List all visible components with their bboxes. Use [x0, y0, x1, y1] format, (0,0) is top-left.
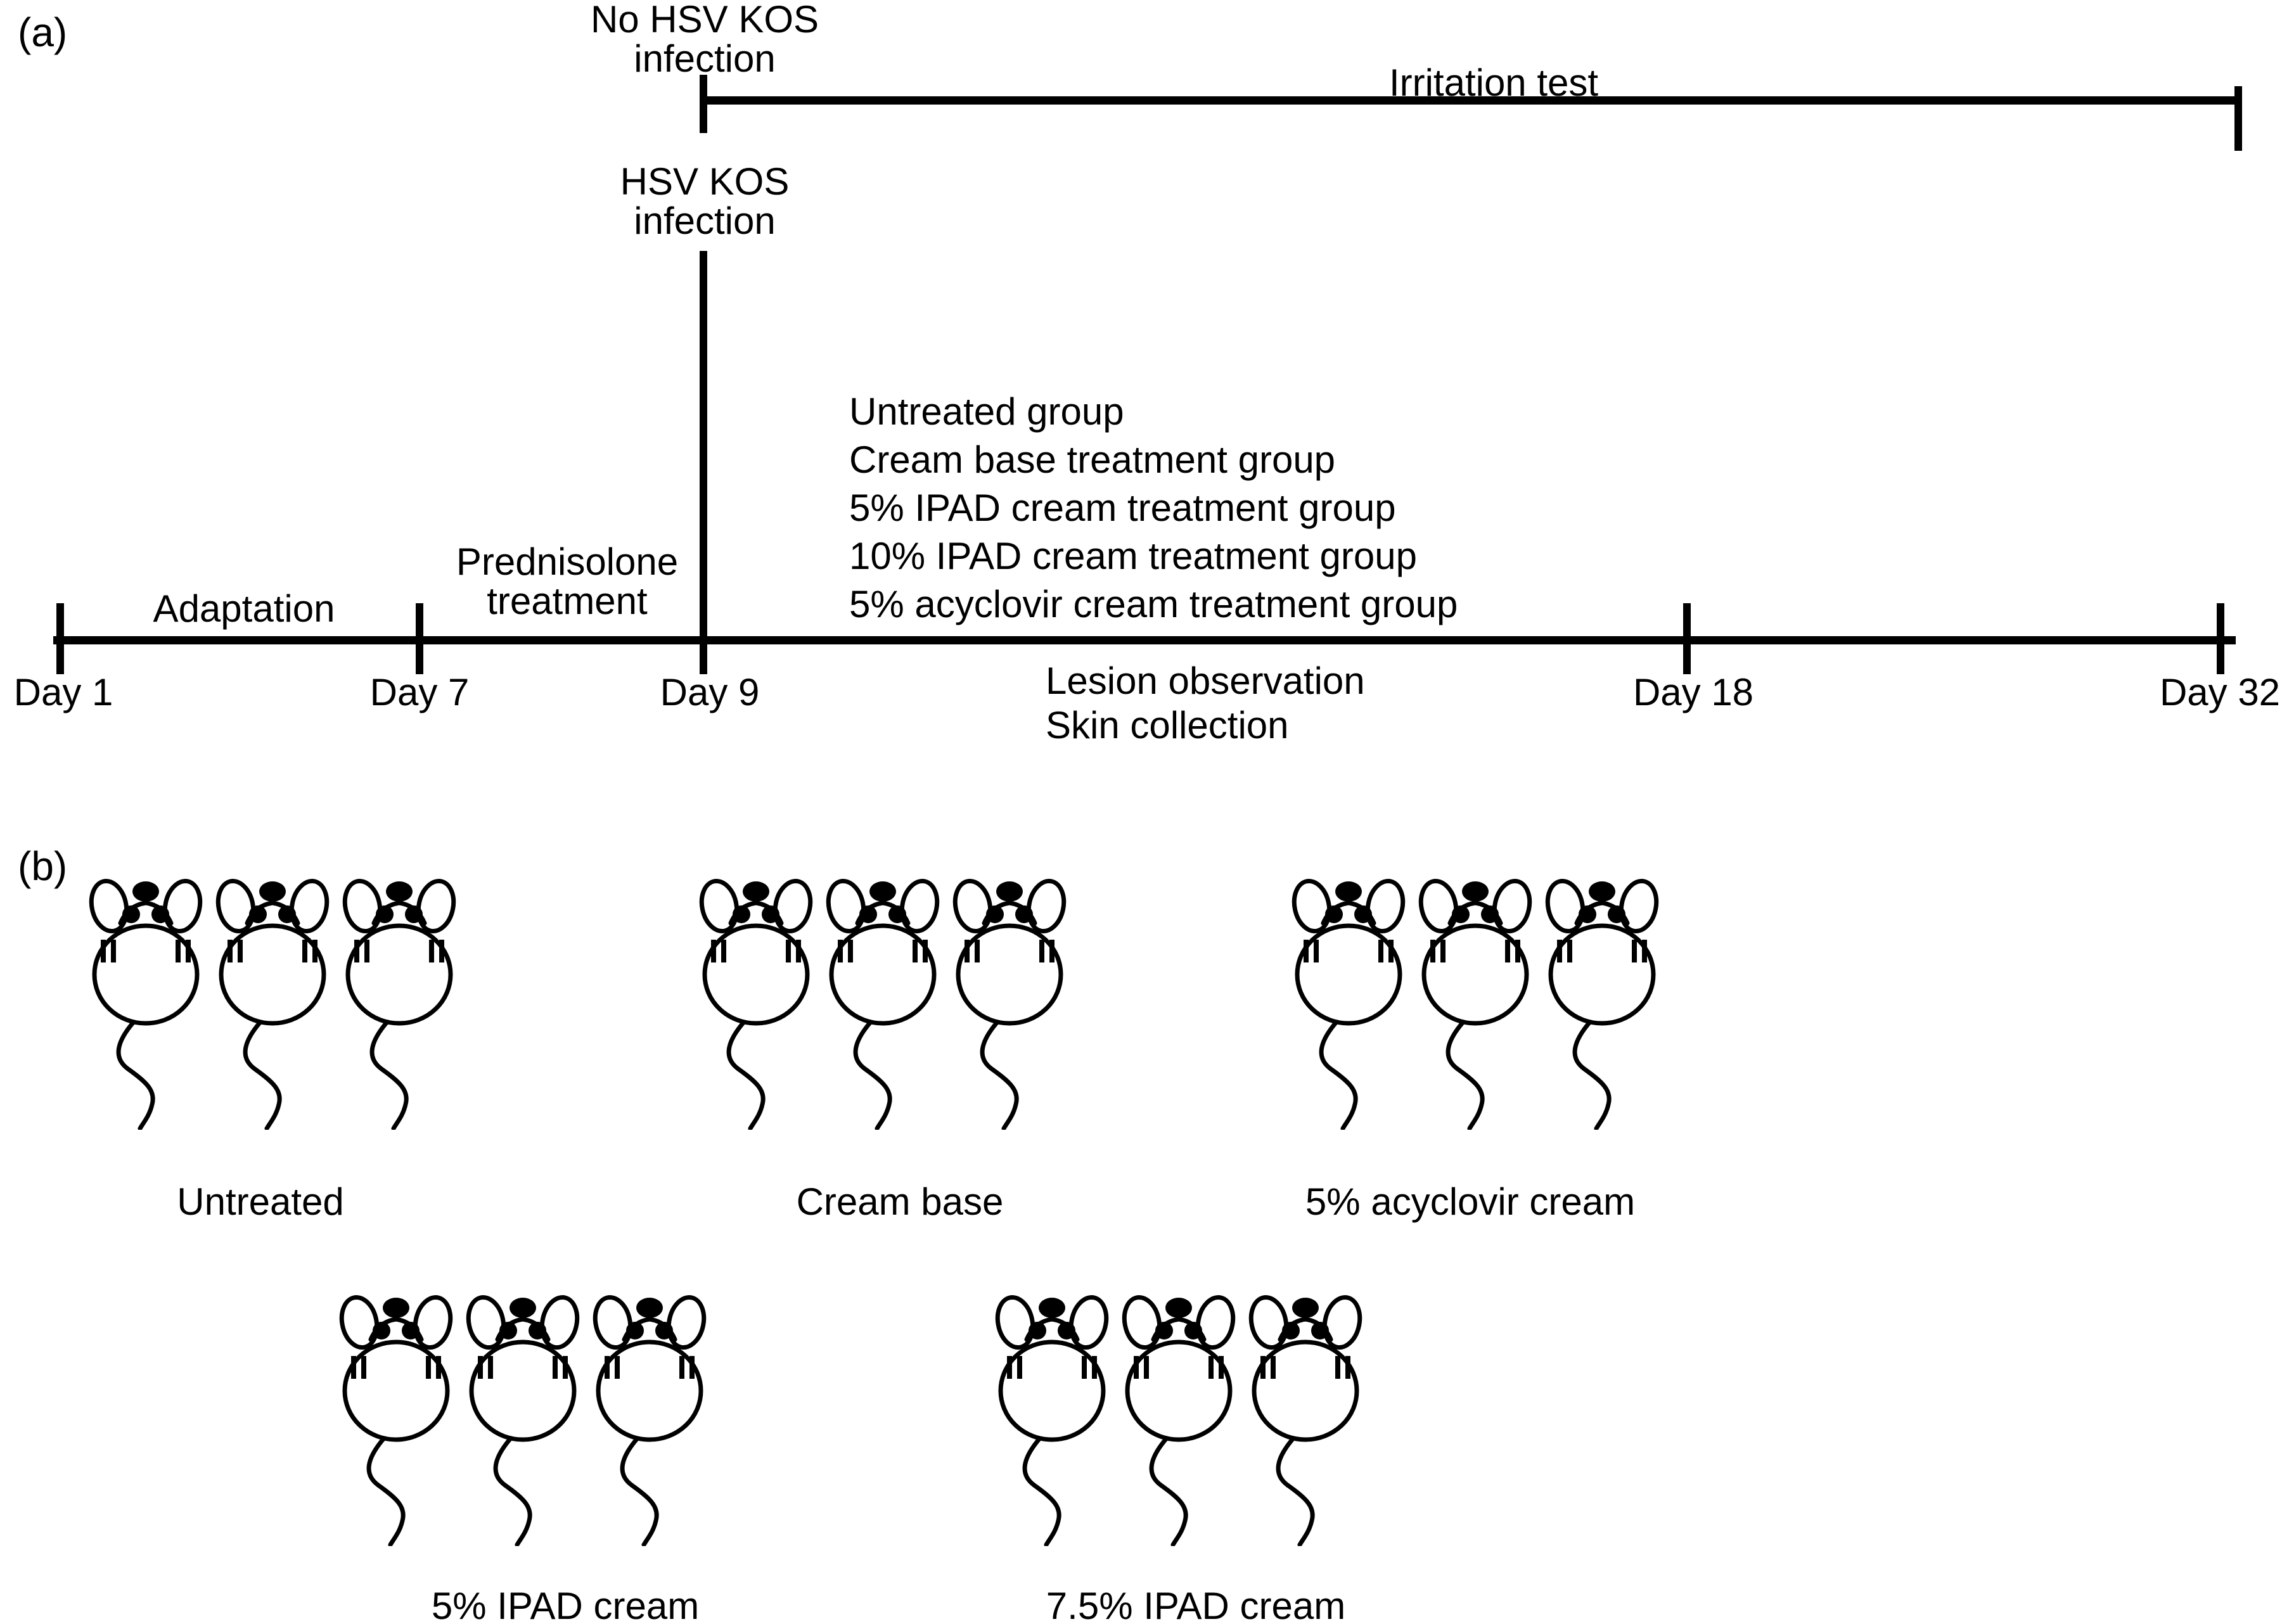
mouse-icon: [693, 876, 819, 1130]
mouse-icon: [1115, 1293, 1242, 1546]
mouse-icon: [333, 1293, 459, 1546]
prednisolone-line1: Prednisolone: [456, 540, 679, 583]
mouse-group-acyclovir: [1285, 876, 1665, 1130]
mouse-group-cream-base: [693, 876, 1073, 1130]
timeline-tick-day1: [56, 603, 64, 674]
mouse-icon: [336, 876, 463, 1130]
mouse-icon: [1412, 876, 1539, 1130]
mouse-icon: [586, 1293, 713, 1546]
mouse-icon: [819, 876, 946, 1130]
group-label-acyclovir: 5% acyclovir cream: [1305, 1180, 1636, 1223]
observation-annotations: Lesion observation Skin collection: [1046, 659, 1365, 748]
lesion-observation-label: Lesion observation: [1046, 660, 1365, 702]
adaptation-label: Adaptation: [153, 587, 335, 630]
mouse-icon: [82, 876, 209, 1130]
treatment-group-item: 5% acyclovir cream treatment group: [849, 583, 1458, 625]
hsv-infection-line2: infection: [634, 200, 776, 242]
hsv-infection-label: HSV KOS infection: [620, 162, 790, 241]
hsv-infection-vertical-line: [700, 251, 707, 674]
timeline: [53, 636, 2236, 644]
day-label-32: Day 32: [2159, 671, 2281, 713]
irritation-test-line: [700, 96, 2242, 105]
mouse-group-ipad5: [333, 1293, 713, 1546]
day-label-7: Day 7: [369, 671, 470, 713]
irritation-test-label: Irritation test: [1388, 61, 1599, 104]
mouse-icon: [946, 876, 1073, 1130]
mouse-icon: [1242, 1293, 1369, 1546]
irritation-line-right-tick: [2234, 86, 2242, 151]
mouse-icon: [209, 876, 336, 1130]
prednisolone-line2: treatment: [487, 580, 648, 622]
mouse-icon: [989, 1293, 1115, 1546]
mouse-group-untreated: [82, 876, 463, 1130]
mouse-icon: [1285, 876, 1412, 1130]
group-label-cream-base: Cream base: [796, 1180, 1004, 1223]
treatment-groups-list: Untreated group Cream base treatment gro…: [849, 388, 1458, 629]
day-label-9: Day 9: [660, 671, 760, 713]
treatment-group-item: Cream base treatment group: [849, 438, 1336, 481]
group-label-ipad5: 5% IPAD cream: [431, 1585, 700, 1624]
panel-b-label: (b): [18, 843, 68, 889]
mouse-group-ipad75: [989, 1293, 1369, 1546]
panel-a-label: (a): [18, 10, 68, 55]
day-label-1: Day 1: [13, 671, 113, 713]
prednisolone-label: Prednisolone treatment: [456, 542, 678, 621]
timeline-tick-day9: [700, 603, 707, 674]
timeline-tick-day7: [416, 603, 423, 674]
timeline-tick-day32: [2217, 603, 2224, 674]
no-hsv-infection-label: No HSV KOS infection: [591, 0, 819, 79]
skin-collection-label: Skin collection: [1046, 704, 1289, 746]
treatment-group-item: Untreated group: [849, 390, 1124, 433]
no-hsv-infection-line1: No HSV KOS: [590, 0, 819, 41]
timeline-tick-day18: [1683, 603, 1691, 674]
treatment-group-item: 10% IPAD cream treatment group: [849, 535, 1417, 577]
group-label-untreated: Untreated: [177, 1180, 344, 1223]
mouse-icon: [459, 1293, 586, 1546]
treatment-group-item: 5% IPAD cream treatment group: [849, 487, 1396, 529]
day-label-18: Day 18: [1632, 671, 1754, 713]
group-label-ipad75: 7.5% IPAD cream: [1046, 1585, 1346, 1624]
hsv-infection-line1: HSV KOS: [620, 160, 790, 203]
mouse-icon: [1539, 876, 1665, 1130]
no-hsv-infection-line2: infection: [634, 37, 776, 80]
